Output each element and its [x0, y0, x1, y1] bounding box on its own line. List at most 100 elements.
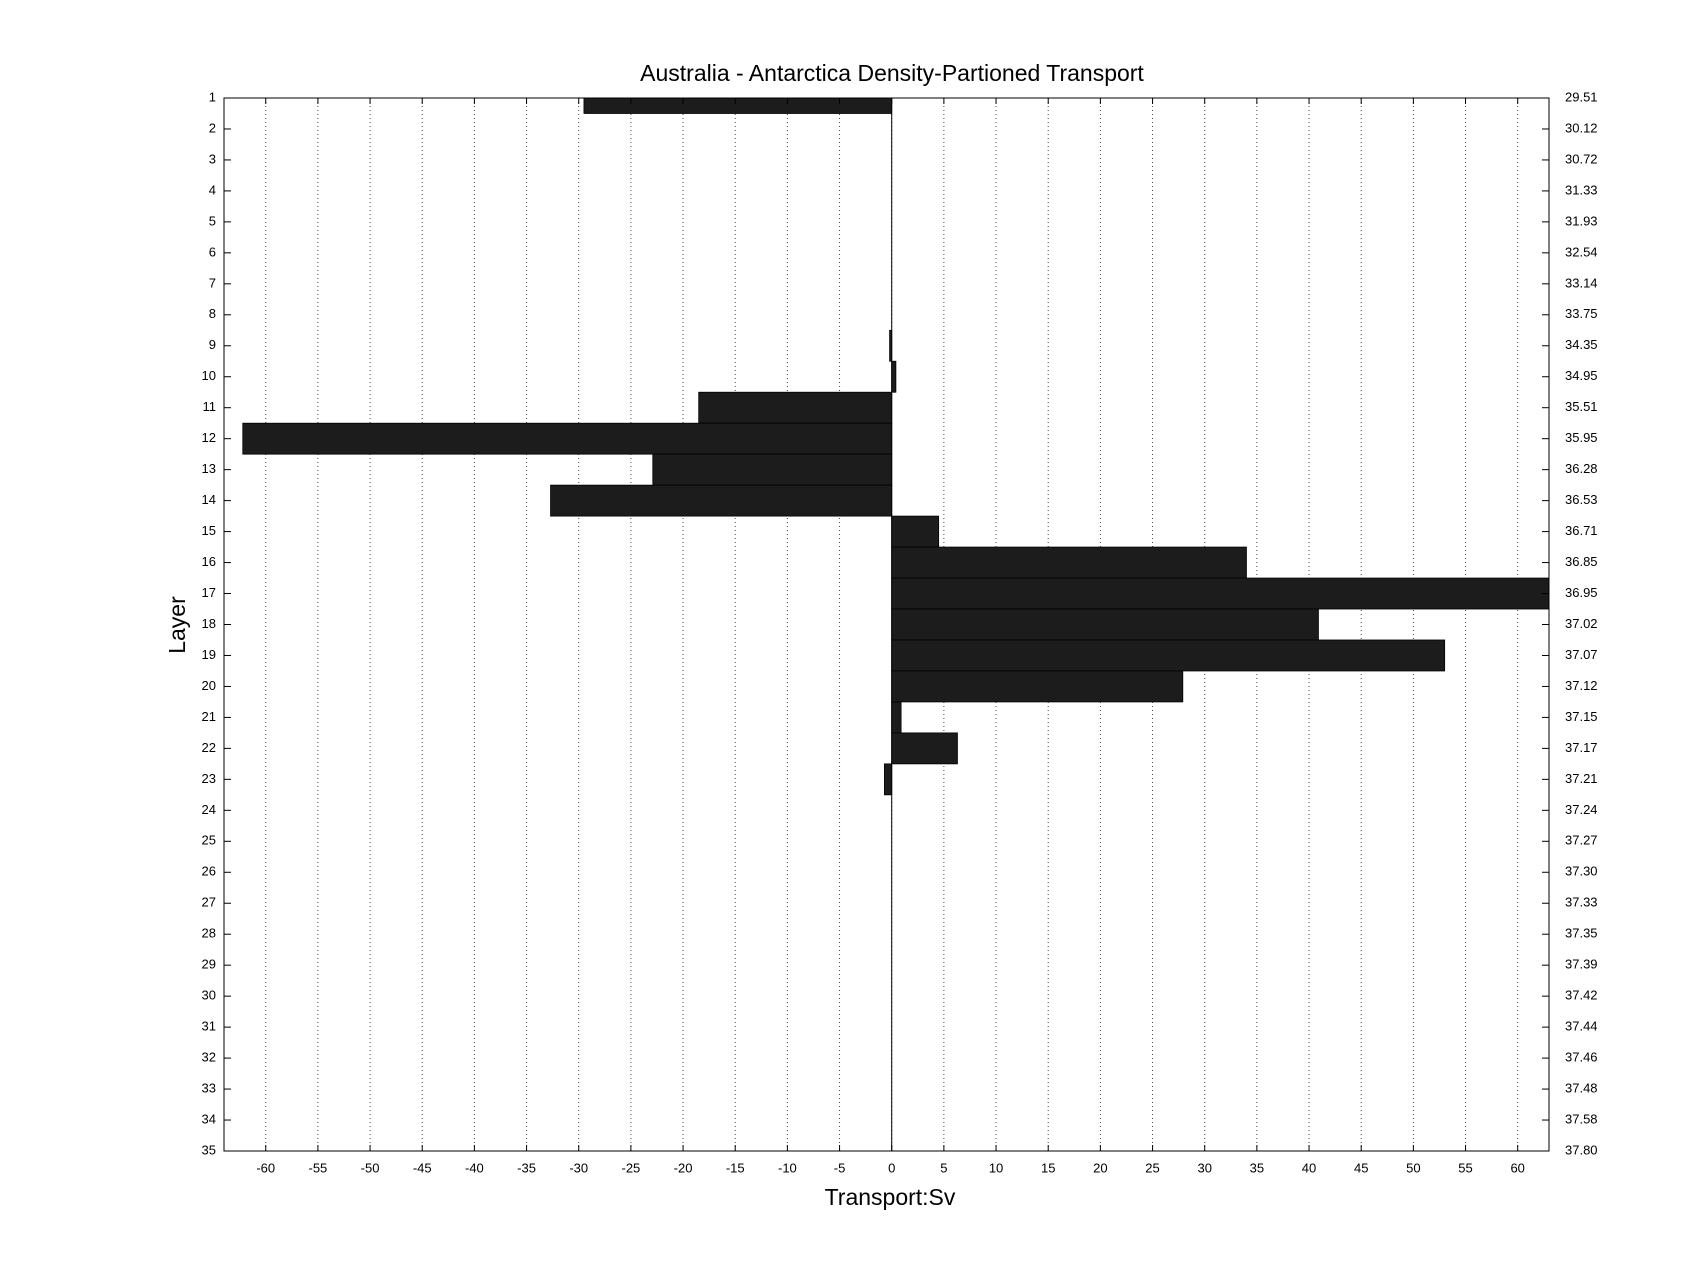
y2-tick-label: 33.14: [1565, 275, 1598, 290]
y2-tick-label: 35.51: [1565, 399, 1598, 414]
y2-tick-label: 37.15: [1565, 709, 1598, 724]
y2-tick-label: 37.46: [1565, 1050, 1598, 1065]
y-tick-label: 8: [209, 306, 216, 321]
y-tick-label: 5: [209, 213, 216, 228]
chart-title: Australia - Antarctica Density-Partioned…: [640, 60, 1144, 86]
x-tick-label: -15: [726, 1160, 745, 1175]
y-tick-label: 6: [209, 244, 216, 259]
y2-tick-label: 37.02: [1565, 616, 1598, 631]
x-tick-label: 10: [989, 1160, 1003, 1175]
y2-tick-label: 32.54: [1565, 244, 1598, 259]
x-tick-label: 0: [888, 1160, 895, 1175]
y-tick-label: 35: [202, 1142, 216, 1157]
x-tick-label: -60: [256, 1160, 275, 1175]
y2-tick-label: 36.85: [1565, 554, 1598, 569]
x-tick-label: -10: [778, 1160, 797, 1175]
y-tick-label: 15: [202, 523, 216, 538]
y2-tick-label: 37.35: [1565, 926, 1598, 941]
y2-tick-label: 37.07: [1565, 647, 1598, 662]
y2-tick-label: 37.33: [1565, 895, 1598, 910]
y-tick-label: 27: [202, 895, 216, 910]
x-tick-label: -35: [517, 1160, 536, 1175]
x-tick-label: 25: [1145, 1160, 1159, 1175]
y-tick-label: 26: [202, 864, 216, 879]
y-tick-label: 21: [202, 709, 216, 724]
y-tick-label: 25: [202, 833, 216, 848]
x-tick-label: 35: [1250, 1160, 1264, 1175]
bars: [242, 98, 1549, 796]
y2-tick-label: 37.17: [1565, 740, 1598, 755]
x-tick-label: 50: [1406, 1160, 1420, 1175]
y2-tick-label: 34.35: [1565, 337, 1598, 352]
x-tick-label: -25: [621, 1160, 640, 1175]
y2-tick-label: 37.80: [1565, 1142, 1598, 1157]
y2-tick-label: 31.93: [1565, 213, 1598, 228]
y2-tick-label: 36.95: [1565, 585, 1598, 600]
y2-tick-label: 36.28: [1565, 461, 1598, 476]
y2-tick-label: 37.42: [1565, 988, 1598, 1003]
y2-tick-label: 30.12: [1565, 120, 1598, 135]
y-tick-label: 29: [202, 957, 216, 972]
x-tick-label: -40: [465, 1160, 484, 1175]
x-axis-label: Transport:Sv: [825, 1184, 956, 1210]
bar: [891, 577, 1549, 610]
y-tick-label: 30: [202, 988, 216, 1003]
y2-tick-label: 29.51: [1565, 89, 1598, 104]
y2-tick-label: 37.24: [1565, 802, 1598, 817]
y-tick-label: 10: [202, 368, 216, 383]
y-tick-label: 2: [209, 120, 216, 135]
y-tick-label: 13: [202, 461, 216, 476]
y2-tick-label: 35.95: [1565, 430, 1598, 445]
x-tick-label: 60: [1510, 1160, 1524, 1175]
y-tick-label: 23: [202, 771, 216, 786]
y2-tick-label: 36.71: [1565, 523, 1598, 538]
plot-frame: [223, 97, 1550, 1152]
x-tick-label: -5: [834, 1160, 846, 1175]
bar: [891, 608, 1319, 641]
y2-tick-label: 34.95: [1565, 368, 1598, 383]
bar: [884, 763, 893, 796]
y2-tick-label: 33.75: [1565, 306, 1598, 321]
y2-tick-label: 37.44: [1565, 1019, 1598, 1034]
x-tick-label: 5: [940, 1160, 947, 1175]
axes: -60 -55 -50 -45 -40 -35 -30 -25 -20 -15 -10 -5 0 5 10 1…: [202, 89, 1598, 1175]
y2-tick-label: 37.12: [1565, 678, 1598, 693]
y-tick-label: 31: [202, 1019, 216, 1034]
x-tick-label: 55: [1458, 1160, 1472, 1175]
y2-tick-label: 37.30: [1565, 864, 1598, 879]
bar: [652, 453, 893, 486]
y-axis-label: Layer: [164, 596, 190, 654]
y2-tick-label: 30.72: [1565, 151, 1598, 166]
x-tick-label: -30: [569, 1160, 588, 1175]
x-tick-label: 30: [1197, 1160, 1211, 1175]
y2-tick-label: 31.33: [1565, 182, 1598, 197]
y-tick-label: 17: [202, 585, 216, 600]
y-tick-label: 28: [202, 926, 216, 941]
bar: [891, 360, 897, 393]
bar: [891, 732, 958, 765]
y2-tick-label: 37.39: [1565, 957, 1598, 972]
bar: [550, 484, 893, 517]
y-tick-label: 19: [202, 647, 216, 662]
y-tick-label: 14: [202, 492, 216, 507]
x-tick-label: 20: [1093, 1160, 1107, 1175]
bar: [891, 670, 1184, 703]
y-tick-label: 1: [209, 89, 216, 104]
y-tick-label: 16: [202, 554, 216, 569]
bar: [891, 546, 1247, 579]
x-tick-label: -55: [308, 1160, 327, 1175]
y2-tick-label: 37.58: [1565, 1111, 1598, 1126]
y-tick-label: 12: [202, 430, 216, 445]
y-tick-label: 20: [202, 678, 216, 693]
bar: [242, 422, 893, 455]
y-tick-label: 4: [209, 182, 216, 197]
y2-tick-label: 37.21: [1565, 771, 1598, 786]
y-tick-label: 22: [202, 740, 216, 755]
x-tick-label: 40: [1302, 1160, 1316, 1175]
bar: [891, 515, 940, 548]
x-tick-label: -45: [413, 1160, 432, 1175]
x-tick-label: 45: [1354, 1160, 1368, 1175]
bar: [698, 391, 893, 424]
y-tick-label: 24: [202, 802, 216, 817]
